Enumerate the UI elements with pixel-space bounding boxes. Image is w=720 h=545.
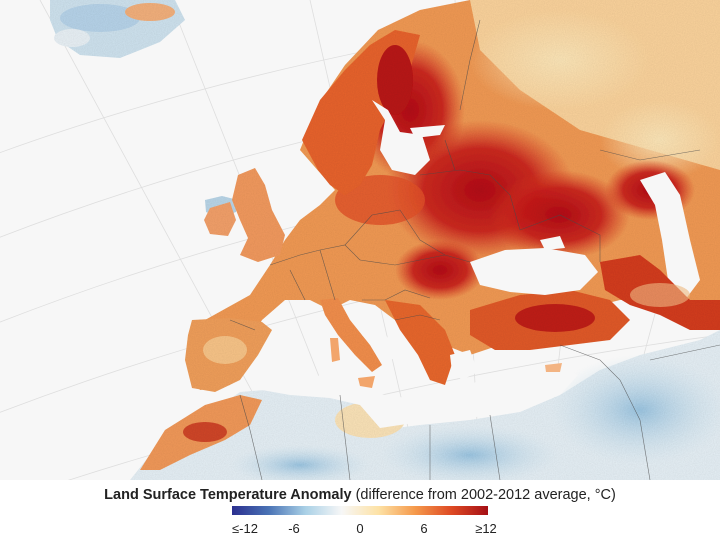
legend-tick-max: ≥12 bbox=[475, 521, 497, 536]
italy bbox=[320, 298, 382, 372]
sardinia bbox=[330, 338, 340, 362]
balkans bbox=[385, 300, 455, 385]
legend-tick-min: ≤-12 bbox=[232, 521, 258, 536]
iberia bbox=[185, 318, 272, 392]
temperature-anomaly-map bbox=[0, 0, 720, 480]
baltic-sea bbox=[372, 100, 430, 175]
sicily bbox=[358, 376, 375, 388]
caspian-sea bbox=[640, 172, 700, 300]
cyprus bbox=[545, 363, 562, 372]
black-sea bbox=[470, 248, 598, 295]
caucasus bbox=[600, 255, 720, 330]
legend-title: Land Surface Temperature Anomaly (differ… bbox=[0, 487, 720, 503]
legend-tick-pos6: 6 bbox=[420, 521, 428, 536]
adriatic-sea bbox=[352, 318, 395, 360]
turkey bbox=[470, 290, 630, 350]
legend-title-bold: Land Surface Temperature Anomaly bbox=[104, 487, 352, 503]
legend-tick-neg6: -6 bbox=[288, 521, 300, 536]
british-isles bbox=[204, 168, 285, 262]
greenland bbox=[50, 0, 185, 58]
mediterranean-sea bbox=[262, 365, 578, 428]
scandinavia bbox=[302, 30, 420, 195]
sea-of-azov bbox=[540, 236, 565, 250]
legend: Land Surface Temperature Anomaly (differ… bbox=[0, 480, 720, 545]
gulf-of-finland bbox=[410, 125, 445, 138]
legend-color-scale bbox=[232, 506, 488, 515]
morocco bbox=[140, 395, 262, 470]
legend-title-rest: (difference from 2002-2012 average, °C) bbox=[355, 487, 616, 503]
country-borders bbox=[229, 19, 720, 480]
legend-tick-zero: 0 bbox=[356, 521, 364, 536]
aegean-sea bbox=[450, 350, 478, 380]
